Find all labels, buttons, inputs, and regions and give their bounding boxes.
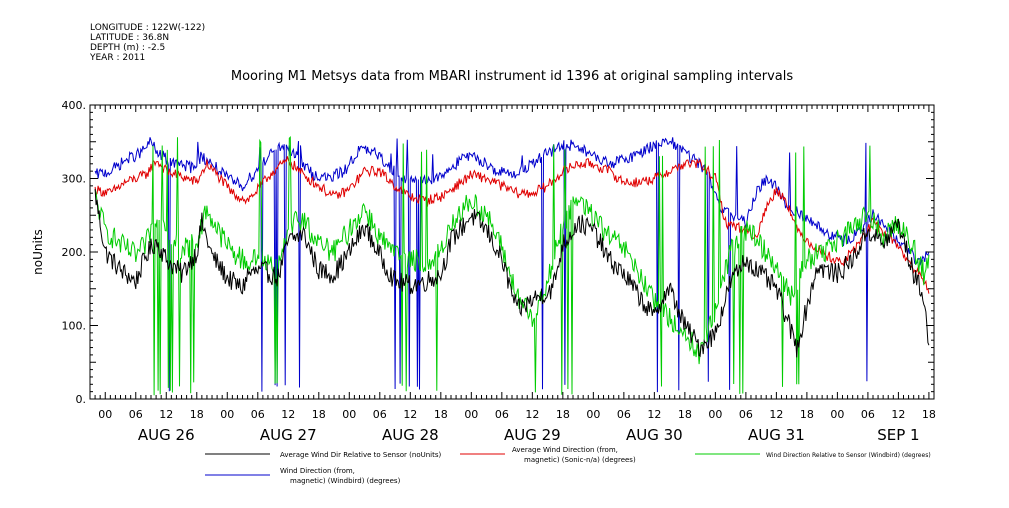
hour-tick-label: 06 [861, 408, 875, 421]
day-label: AUG 28 [382, 426, 439, 444]
chart-title: Mooring M1 Metsys data from MBARI instru… [231, 69, 793, 84]
series-layer [94, 136, 930, 396]
day-label: AUG 26 [138, 426, 195, 444]
hour-tick-label: 18 [678, 408, 692, 421]
hour-tick-label: 06 [495, 408, 509, 421]
hour-tick-label: 06 [373, 408, 387, 421]
legend-item-black: Average Wind Dir Relative to Sensor (noU… [205, 451, 441, 459]
hour-tick-label: 18 [190, 408, 204, 421]
hour-tick-label: 00 [586, 408, 600, 421]
hour-tick-label: 12 [159, 408, 173, 421]
y-axis-label: noUnits [31, 229, 45, 275]
hour-tick-label: 18 [312, 408, 326, 421]
plot-frame [89, 104, 935, 400]
series-line-4 [94, 188, 930, 358]
y-tick-label: 400. [62, 99, 87, 112]
hour-tick-label: 00 [342, 408, 356, 421]
series-line-3 [94, 136, 930, 396]
hour-tick-label: 12 [281, 408, 295, 421]
hour-tick-label: 12 [769, 408, 783, 421]
y-tick-label: 0. [76, 393, 87, 406]
hour-tick-label: 00 [830, 408, 844, 421]
hour-tick-label: 06 [739, 408, 753, 421]
y-tick-label: 200. [62, 246, 87, 259]
hour-tick-label: 18 [556, 408, 570, 421]
day-label: AUG 29 [504, 426, 561, 444]
legend-item-red: Average Wind Direction (from, magnetic) … [460, 446, 636, 464]
axes-layer: 0. 100. 200. 300. 400. 00 06 12 18 00 06 12 18 00 06 12… [62, 99, 936, 444]
hour-tick-label: 00 [220, 408, 234, 421]
hour-tick-label: 12 [647, 408, 661, 421]
legend-label-green: Wind Direction Relative to Sensor (Windb… [766, 452, 931, 459]
hour-tick-label: 06 [251, 408, 265, 421]
meta-latitude: LATITUDE : 36.8N [90, 33, 169, 43]
hour-tick-label: 18 [434, 408, 448, 421]
hour-tick-label: 18 [922, 408, 936, 421]
legend-item-green: Wind Direction Relative to Sensor (Windb… [695, 452, 931, 459]
legend-label-red-2: magnetic) (Sonic-n/a) (degrees) [524, 456, 636, 464]
y-tick-label: 100. [62, 320, 87, 333]
hour-tick-label: 00 [98, 408, 112, 421]
legend-label-blue-1: Wind Direction (from, [280, 467, 355, 475]
legend: Average Wind Dir Relative to Sensor (noU… [205, 446, 931, 485]
hour-tick-label: 12 [403, 408, 417, 421]
day-label: AUG 30 [626, 426, 683, 444]
hour-tick-label: 18 [800, 408, 814, 421]
hour-tick-label: 00 [464, 408, 478, 421]
hour-tick-label: 12 [525, 408, 539, 421]
series-line-1 [94, 137, 930, 393]
legend-label-blue-2: magnetic) (Windbird) (degrees) [290, 477, 401, 485]
legend-label-black: Average Wind Dir Relative to Sensor (noU… [280, 451, 441, 459]
day-label: AUG 31 [748, 426, 805, 444]
hour-tick-label: 00 [708, 408, 722, 421]
meta-year: YEAR : 2011 [89, 53, 145, 63]
hour-tick-label: 06 [129, 408, 143, 421]
hour-tick-label: 12 [891, 408, 905, 421]
y-tick-label: 300. [62, 173, 87, 186]
series-line-2 [94, 156, 930, 294]
hour-tick-label: 06 [617, 408, 631, 421]
day-label: SEP 1 [877, 426, 919, 444]
day-label: AUG 27 [260, 426, 317, 444]
meta-longitude: LONGITUDE : 122W(-122) [90, 23, 205, 33]
legend-label-red-1: Average Wind Direction (from, [512, 446, 618, 454]
meta-depth: DEPTH (m) : -2.5 [90, 43, 165, 53]
legend-item-blue: Wind Direction (from, magnetic) (Windbir… [205, 467, 401, 485]
metadata-block: LONGITUDE : 122W(-122) LATITUDE : 36.8N … [89, 23, 205, 63]
